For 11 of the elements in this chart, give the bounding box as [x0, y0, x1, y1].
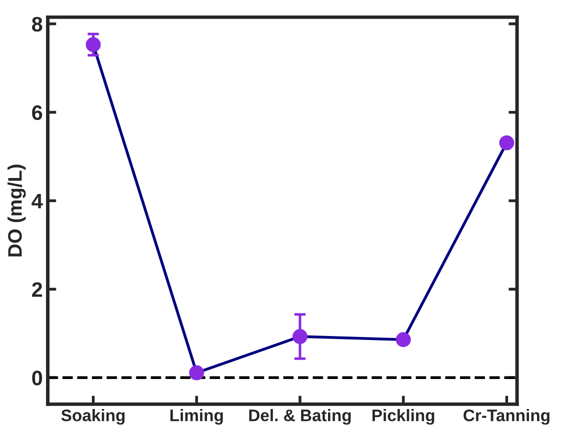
x-tick-label: Cr-Tanning: [464, 409, 550, 425]
x-tick-label: Del. & Bating: [249, 409, 351, 425]
x-tick-label: Liming: [170, 409, 223, 425]
y-tick-label: 0: [32, 370, 42, 386]
y-tick-label: 2: [32, 282, 42, 297]
x-tick-label: Soaking: [61, 409, 125, 425]
y-tick-label: 6: [32, 105, 42, 120]
y-tick-label: 4: [32, 194, 43, 208]
y-axis-title: DO (mg/L): [8, 164, 26, 256]
y-tick-label: 8: [32, 16, 42, 32]
x-tick-label: Pickling: [372, 409, 434, 425]
